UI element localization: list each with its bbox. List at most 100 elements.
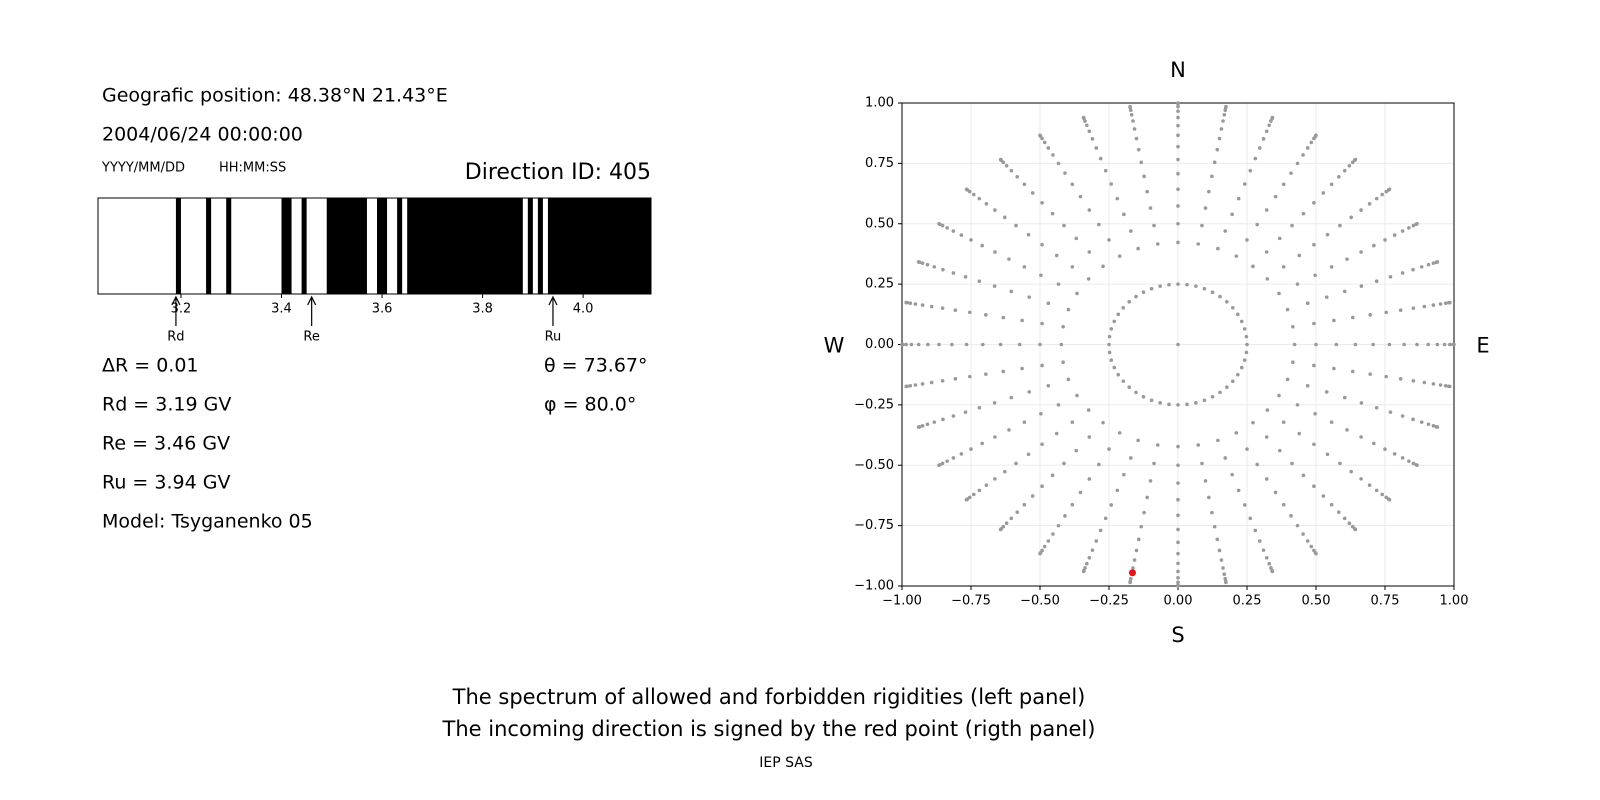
direction-point	[1224, 104, 1228, 109]
direction-point	[1301, 211, 1306, 216]
direction-point	[1203, 206, 1208, 210]
direction-point	[977, 488, 982, 493]
direction-point	[1086, 408, 1091, 412]
x-tick-label: −0.75	[951, 594, 991, 609]
direction-point	[1338, 461, 1342, 466]
direction-point	[1062, 223, 1066, 228]
direction-point	[964, 497, 969, 502]
direction-point	[1255, 462, 1259, 467]
direction-point	[1452, 342, 1456, 347]
direction-point	[1022, 182, 1027, 187]
direction-point	[1132, 558, 1137, 562]
direction-point	[1324, 390, 1329, 394]
direction-point	[1090, 137, 1095, 141]
direction-point	[1400, 229, 1405, 233]
direction-point	[1295, 403, 1300, 407]
x-tick-label: 0.75	[1371, 594, 1400, 609]
direction-point	[913, 383, 918, 387]
direction-point	[1407, 226, 1411, 230]
direction-point	[1054, 431, 1059, 436]
direction-point	[1374, 405, 1379, 410]
direction-point	[1392, 452, 1397, 456]
direction-point	[1257, 146, 1262, 150]
direction-point	[1359, 435, 1363, 439]
direction-point	[1332, 318, 1336, 323]
direction-point	[1281, 182, 1286, 187]
info: φ = 80.0°	[544, 394, 636, 416]
direction-point	[1129, 229, 1133, 233]
direction-point	[1448, 384, 1452, 389]
direction-point	[932, 265, 937, 269]
direction-point	[1411, 417, 1415, 422]
direction-point	[1313, 411, 1317, 416]
direction-point	[1070, 265, 1075, 269]
direction-point	[1207, 495, 1211, 500]
direction-point	[1070, 182, 1075, 187]
direction-point	[1007, 428, 1011, 432]
direction-point	[1353, 527, 1358, 532]
direction-point	[1087, 435, 1092, 439]
direction-point	[971, 492, 976, 497]
direction-point	[1087, 477, 1092, 481]
direction-point	[1176, 575, 1180, 580]
direction-point	[1359, 208, 1363, 212]
direction-point	[1265, 277, 1270, 281]
direction-point	[1281, 265, 1286, 269]
direction-point	[1014, 223, 1018, 228]
direction-point	[1176, 109, 1180, 114]
direction-point	[1131, 566, 1135, 570]
direction-point	[932, 420, 937, 424]
arrow-head	[307, 295, 317, 306]
direction-point	[1087, 129, 1092, 134]
direction-point	[941, 417, 945, 422]
direction-point	[1336, 510, 1341, 514]
direction-point	[1314, 133, 1318, 138]
direction-point	[1359, 401, 1364, 405]
direction-point	[1040, 363, 1044, 368]
direction-point	[1292, 342, 1297, 347]
direction-point	[1078, 490, 1083, 495]
direction-point	[980, 243, 984, 248]
direction-point	[1196, 443, 1201, 447]
direction-point	[953, 308, 958, 312]
direction-point	[1129, 112, 1134, 117]
direction-point	[1442, 342, 1447, 347]
direction-point	[1305, 539, 1310, 543]
direction-point	[1107, 350, 1112, 355]
direction-point	[1312, 442, 1316, 447]
direction-point	[1314, 551, 1318, 556]
direction-point	[920, 303, 925, 307]
direction-point	[963, 410, 968, 414]
y-tick-label: −1.00	[854, 579, 894, 594]
direction-point	[1015, 175, 1020, 179]
direction-point	[925, 422, 930, 427]
y-tick-label: 0.75	[865, 156, 894, 171]
direction-point	[1349, 215, 1354, 220]
direction-point	[1353, 157, 1358, 162]
direction-point	[1098, 156, 1103, 161]
direction-point	[998, 157, 1003, 162]
direction-point	[1115, 196, 1120, 201]
direction-point	[1435, 342, 1440, 347]
direction-point	[1142, 174, 1146, 179]
direction-point	[1117, 431, 1122, 435]
direction-point	[1242, 327, 1247, 331]
arrow-head	[548, 295, 558, 306]
forbidden-band	[206, 198, 212, 294]
direction-point	[1264, 208, 1269, 212]
direction-point	[940, 223, 945, 228]
direction-point	[1176, 513, 1180, 518]
direction-point	[1277, 448, 1282, 453]
direction-point	[1388, 275, 1393, 279]
direction-point	[904, 300, 908, 305]
direction-point	[1134, 136, 1139, 141]
direction-point	[1046, 383, 1051, 388]
direction-point	[993, 208, 997, 212]
direction-point	[1239, 319, 1244, 324]
direction-point	[1051, 532, 1055, 536]
direction-point	[998, 342, 1003, 347]
direction-point	[1081, 115, 1086, 120]
direction-point	[1347, 164, 1352, 168]
direction-point	[1203, 479, 1208, 483]
direction-point	[1367, 202, 1372, 206]
